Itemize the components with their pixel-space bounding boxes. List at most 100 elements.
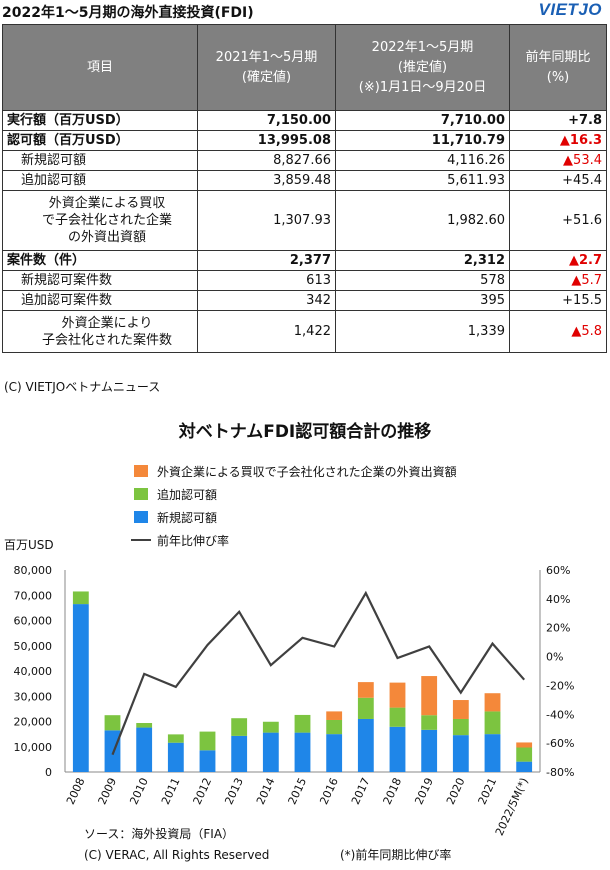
- value-2022: 5,611.93: [335, 170, 510, 191]
- value-2021: 1,307.93: [197, 190, 336, 251]
- x-tick-label: 2011: [159, 776, 183, 807]
- table-row: 案件数（件） 2,377 2,312 ▲2.7: [2, 250, 607, 271]
- table-row: 新規認可額 8,827.66 4,116.26 ▲53.4: [2, 150, 607, 171]
- row-label: 新規認可案件数: [2, 270, 198, 291]
- value-yoy: ▲5.8: [509, 310, 607, 353]
- page-title: 2022年1～5月期の海外直接投資(FDI): [2, 5, 254, 21]
- value-2022: 11,710.79: [335, 130, 510, 151]
- y-axis-label: 百万USD: [4, 538, 54, 552]
- value-2021: 2,377: [197, 250, 336, 271]
- bar-segment: [294, 714, 311, 733]
- value-2022: 1,339: [335, 310, 510, 353]
- bar-segment: [199, 731, 216, 751]
- x-tick-label: 2008: [64, 776, 88, 807]
- growth-rate-line: [111, 590, 526, 756]
- row-label: 追加認可額: [2, 170, 198, 191]
- x-tick-label: 2012: [191, 776, 215, 807]
- chart-copyright-note: (C) VERAC, All Rights Reserved: [84, 848, 269, 862]
- x-tick-label: 2018: [381, 776, 405, 807]
- x-tick-label: 2013: [222, 776, 246, 807]
- table-row: 外資企業による買収 で子会社化された企業 の外資出資額 1,307.93 1,982…: [2, 190, 607, 251]
- bar-segment: [167, 742, 184, 772]
- x-tick-label: 2022/5M(*): [493, 776, 531, 838]
- y-tick-label: 40,000: [14, 665, 53, 678]
- row-label: 追加認可案件数: [2, 290, 198, 311]
- x-tick-label: 2020: [444, 776, 468, 807]
- table-row: 追加認可案件数 342 395 +15.5: [2, 290, 607, 311]
- bar-segment: [136, 727, 153, 772]
- x-tick-label: 2017: [349, 776, 373, 807]
- value-yoy: ▲16.3: [509, 130, 607, 151]
- bar-segment: [421, 715, 438, 730]
- value-2021: 3,859.48: [197, 170, 336, 191]
- col-header-2022: 2022年1～5月期 (推定値) (※)1月1日～9月20日: [335, 24, 510, 111]
- bar-segment: [484, 711, 501, 735]
- bar-segment: [294, 732, 311, 772]
- bar-segment: [231, 718, 248, 736]
- x-tick-label: 2015: [286, 776, 310, 807]
- bar-segment: [326, 719, 343, 735]
- value-2022: 1,982.60: [335, 190, 510, 251]
- row-label: 認可額（百万USD）: [2, 130, 198, 151]
- bar-segment: [452, 700, 469, 719]
- value-2022: 2,312: [335, 250, 510, 271]
- bar-segment: [452, 718, 469, 736]
- row-label: 外資企業により 子会社化された案件数: [2, 310, 198, 353]
- bar-segment: [72, 604, 89, 772]
- x-tick-label: 2016: [317, 776, 341, 807]
- value-2022: 4,116.26: [335, 150, 510, 171]
- bar-segment: [421, 676, 438, 716]
- legend-swatch: [134, 465, 148, 477]
- table-row: 追加認可額 3,859.48 5,611.93 +45.4: [2, 170, 607, 191]
- table-credit: (C) VIETJOベトナムニュース: [4, 380, 161, 394]
- bar-segment: [452, 735, 469, 772]
- legend-label: 新規認可額: [157, 510, 217, 525]
- vietjo-logo: VIETJO: [538, 0, 602, 19]
- bar-segment: [357, 718, 374, 772]
- y-tick-label: 70,000: [14, 589, 53, 602]
- bar-segment: [104, 715, 121, 731]
- value-yoy: ▲53.4: [509, 150, 607, 171]
- y2-tick-label: -80%: [546, 766, 574, 779]
- bar-segment: [136, 723, 153, 728]
- y2-tick-label: -20%: [546, 679, 574, 692]
- value-yoy: +15.5: [509, 290, 607, 311]
- x-tick-label: 2010: [127, 776, 151, 807]
- bar-segment: [484, 734, 501, 772]
- value-yoy: +51.6: [509, 190, 607, 251]
- x-tick-label: 2021: [476, 776, 500, 807]
- bar-segment: [516, 747, 533, 762]
- col-header-2021: 2021年1～5月期 (確定値): [197, 24, 336, 111]
- fdi-chart: 対ベトナムFDI認可額合計の推移外資企業による買収で子会社化された企業の外資出資…: [4, 421, 574, 862]
- bar-segment: [357, 697, 374, 719]
- bar-segment: [326, 711, 343, 720]
- value-2022: 578: [335, 270, 510, 291]
- y2-tick-label: 40%: [546, 593, 570, 606]
- col-header-yoy: 前年同期比 (%): [509, 24, 607, 111]
- bar-segment: [262, 732, 279, 772]
- chart-title: 対ベトナムFDI認可額合計の推移: [178, 421, 432, 442]
- value-yoy: ▲2.7: [509, 250, 607, 271]
- legend-label: 前年比伸び率: [157, 533, 229, 548]
- y2-tick-label: 0%: [546, 651, 563, 664]
- value-2022: 7,710.00: [335, 110, 510, 131]
- value-yoy: +45.4: [509, 170, 607, 191]
- table-row: 実行額（百万USD） 7,150.00 7,710.00 +7.8: [2, 110, 607, 131]
- y-tick-label: 60,000: [14, 615, 53, 628]
- bar-segment: [199, 750, 216, 772]
- y-tick-label: 30,000: [14, 690, 53, 703]
- y-tick-label: 0: [45, 766, 52, 779]
- value-yoy: ▲5.7: [509, 270, 607, 291]
- bar-segment: [484, 693, 501, 712]
- legend-swatch: [134, 511, 148, 523]
- value-2021: 1,422: [197, 310, 336, 353]
- bar-segment: [389, 707, 406, 727]
- table-row: 認可額（百万USD） 13,995.08 11,710.79 ▲16.3: [2, 130, 607, 151]
- bar-segment: [231, 735, 248, 772]
- col-header-item: 項目: [2, 24, 198, 111]
- y-tick-label: 20,000: [14, 716, 53, 729]
- value-2021: 8,827.66: [197, 150, 336, 171]
- value-2021: 7,150.00: [197, 110, 336, 131]
- row-label: 外資企業による買収 で子会社化された企業 の外資出資額: [2, 190, 198, 251]
- legend-swatch: [134, 488, 148, 500]
